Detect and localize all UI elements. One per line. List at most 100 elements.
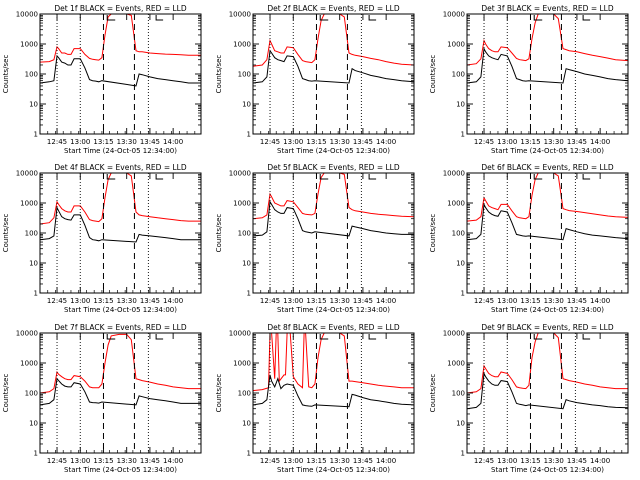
x-tick-label: 12:45 (260, 457, 280, 465)
y-tick-label: 1000 (233, 41, 251, 49)
x-tick-label: 13:15 (520, 457, 540, 465)
chart-panel-9: 1 10 100 1000 10000 12:45 13:00 13:15 13:30 13:45… (429, 323, 629, 474)
y-tick-label: 10 (456, 260, 465, 268)
plot-frame (466, 172, 629, 294)
y-tick-label: 1 (247, 450, 251, 458)
y-axis-label: Counts/sec (429, 374, 437, 413)
x-tick-label: 13:00 (283, 457, 303, 465)
y-tick-label: 1000 (20, 41, 38, 49)
chart-title: Det 9f BLACK = Events, RED = LLD (481, 323, 614, 332)
y-tick-label: 100 (452, 71, 465, 79)
x-tick-label: 12:45 (260, 297, 280, 305)
x-tick-label: 13:45 (140, 297, 160, 305)
x-tick-label: 12:45 (47, 457, 67, 465)
y-tick-label: 100 (452, 230, 465, 238)
x-tick-label: 13:15 (306, 457, 326, 465)
y-tick-label: 10 (242, 420, 251, 428)
y-tick-label: 10000 (229, 170, 251, 178)
x-tick-label: 13:30 (330, 138, 350, 146)
x-tick-label: 13:30 (544, 297, 564, 305)
x-tick-label: 14:00 (590, 297, 610, 305)
legend-mark (106, 174, 116, 180)
y-tick-label: 100 (238, 71, 251, 79)
events-series-line (467, 46, 628, 84)
chart-panel-6: 1 10 100 1000 10000 12:45 13:00 13:15 13:30 13:45… (429, 163, 629, 314)
chart-title: Det 4f BLACK = Events, RED = LLD (54, 163, 187, 172)
chart-title: Det 6f BLACK = Events, RED = LLD (481, 163, 614, 172)
y-tick-label: 10000 (229, 11, 251, 19)
y-tick-label: 1000 (447, 41, 465, 49)
x-tick-label: 13:45 (567, 138, 587, 146)
x-tick-label: 14:00 (376, 138, 396, 146)
x-axis-label: Start Time (24-Oct-05 12:34:00) (277, 306, 390, 314)
y-tick-label: 1 (34, 450, 38, 458)
y-axis-label: Counts/sec (429, 55, 437, 94)
legend-mark (582, 334, 591, 340)
legend-mark (533, 174, 543, 180)
x-axis-label: Start Time (24-Oct-05 12:34:00) (64, 306, 177, 314)
y-tick-label: 1 (461, 131, 465, 139)
x-tick-label: 13:45 (140, 138, 160, 146)
y-axis-label: Counts/sec (215, 55, 223, 94)
events-series-line (40, 205, 201, 243)
legend-mark (533, 334, 543, 340)
chart-title: Det 7f BLACK = Events, RED = LLD (54, 323, 187, 332)
plot-frame (252, 13, 415, 135)
x-axis-label: Start Time (24-Oct-05 12:34:00) (64, 466, 177, 474)
legend-mark (155, 174, 164, 180)
x-tick-label: 13:45 (567, 457, 587, 465)
x-tick-label: 13:30 (330, 457, 350, 465)
plot-frame (39, 172, 202, 294)
y-tick-label: 10 (456, 101, 465, 109)
lld-series-line (253, 173, 414, 220)
x-tick-label: 13:30 (544, 138, 564, 146)
x-tick-label: 13:00 (283, 297, 303, 305)
events-series-line (253, 200, 414, 237)
y-tick-label: 10 (242, 260, 251, 268)
x-tick-label: 12:45 (47, 297, 67, 305)
x-axis-label: Start Time (24-Oct-05 12:34:00) (277, 147, 390, 155)
x-tick-label: 14:00 (590, 138, 610, 146)
events-series-line (40, 54, 201, 87)
y-tick-label: 10000 (16, 11, 38, 19)
y-tick-label: 1 (461, 290, 465, 298)
y-tick-label: 10000 (229, 330, 251, 338)
lld-series-line (40, 173, 201, 225)
plot-frame (39, 332, 202, 454)
y-tick-label: 1000 (20, 200, 38, 208)
x-tick-label: 13:00 (497, 138, 517, 146)
legend-mark (155, 15, 164, 21)
x-tick-label: 13:45 (353, 457, 373, 465)
legend-mark (368, 334, 377, 340)
lld-series-line (467, 173, 628, 222)
x-tick-label: 13:45 (353, 138, 373, 146)
y-axis-label: Counts/sec (429, 214, 437, 253)
y-tick-label: 10 (456, 420, 465, 428)
x-axis-label: Start Time (24-Oct-05 12:34:00) (491, 466, 604, 474)
legend-mark (106, 334, 116, 340)
legend-mark (106, 15, 116, 21)
legend-mark (582, 15, 591, 21)
x-tick-label: 13:15 (520, 138, 540, 146)
x-tick-label: 13:30 (117, 297, 137, 305)
y-tick-label: 100 (25, 390, 38, 398)
y-tick-label: 1 (34, 131, 38, 139)
chart-panel-4: 1 10 100 1000 10000 12:45 13:00 13:15 13:30 13:45… (2, 163, 202, 314)
y-axis-label: Counts/sec (215, 214, 223, 253)
y-tick-label: 10000 (443, 330, 465, 338)
y-axis-label: Counts/sec (2, 214, 10, 253)
lld-series-line (40, 14, 201, 63)
legend-mark (582, 174, 591, 180)
x-tick-label: 13:00 (70, 297, 90, 305)
events-series-line (40, 377, 201, 406)
chart-panel-2: 1 10 100 1000 10000 12:45 13:00 13:15 13:30 13:45… (215, 4, 415, 155)
chart-panel-1: 1 10 100 1000 10000 12:45 13:00 13:15 13:30 13:45… (2, 4, 202, 155)
plot-frame (252, 332, 415, 454)
lld-series-line (253, 14, 414, 67)
x-tick-label: 12:45 (474, 457, 494, 465)
legend-mark (319, 15, 329, 21)
events-series-line (253, 374, 414, 408)
x-tick-label: 13:00 (70, 457, 90, 465)
x-axis-label: Start Time (24-Oct-05 12:34:00) (491, 147, 604, 155)
